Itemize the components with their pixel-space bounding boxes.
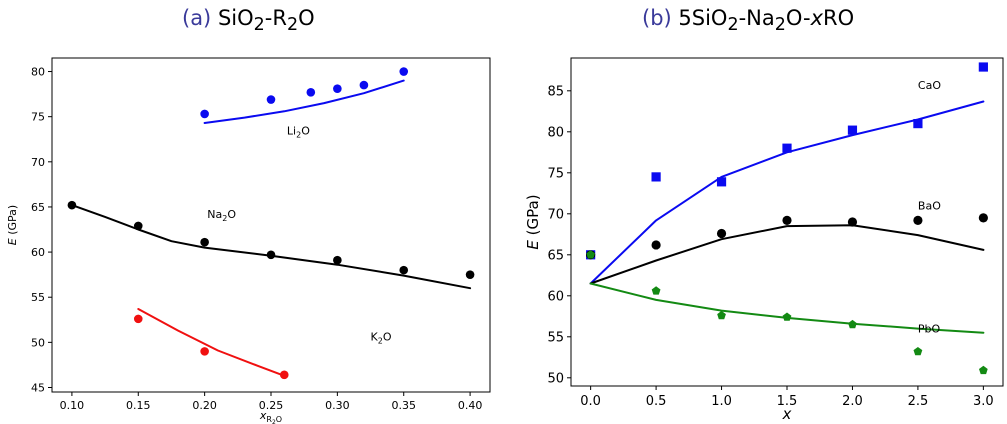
panel-b-xtick-label: 2.0 — [842, 394, 863, 409]
panel-a-ytick-label: 65 — [31, 201, 45, 214]
panel-b-ytick-label: 75 — [547, 166, 564, 181]
panel-a-k2o-label: K2O — [371, 331, 392, 346]
panel-b-pbo-point — [913, 347, 923, 356]
panel-b-ylabel: E (GPa) — [524, 194, 542, 249]
panel-a-k2o-point — [133, 314, 143, 324]
panel-a-axes-frame — [51, 57, 491, 393]
panel-a-na2o-point — [133, 221, 143, 231]
panel-a-ytick-label: 80 — [31, 66, 45, 79]
panel-a-k2o-point — [279, 370, 289, 380]
panel-b-bao-label: BaO — [918, 200, 941, 213]
panel-b-cao-fit-line — [589, 100, 985, 285]
panel-b-cao-label: CaO — [918, 79, 941, 92]
panel-b-title: (b) 5SiO2-Na2O-xRO — [642, 6, 854, 35]
panel-a-na2o-point — [200, 237, 209, 247]
panel-a-ytick-label: 70 — [31, 156, 45, 169]
panel-a-na2o-point — [399, 265, 409, 275]
panel-b-pbo-point — [782, 312, 792, 321]
panel-b-pbo-point — [717, 310, 726, 320]
panel-a-ytick-label: 55 — [31, 291, 45, 304]
panel-a-li2o-label: Li2O — [287, 125, 310, 140]
panel-b-ytick-label: 60 — [547, 289, 564, 304]
panel-a-li2o-point — [266, 95, 276, 104]
panel-b-cao-point — [782, 143, 792, 153]
panel-a-ytick-label: 45 — [31, 381, 45, 394]
panel-b-ytick-label: 55 — [547, 330, 564, 345]
panel-b-ytick-label: 65 — [547, 248, 564, 263]
panel-b-xtick-label: 0.0 — [580, 394, 601, 409]
panel-b-pbo-point — [848, 319, 857, 329]
panel-b-pbo-point — [651, 286, 661, 295]
panel-b-xlabel: x — [782, 405, 792, 423]
panel-b-bao-point — [651, 240, 661, 250]
panel-a-xlabel: xR2O — [259, 409, 282, 424]
panel-b-bao-point — [716, 228, 727, 239]
panel-a-xtick-label: 0.30 — [325, 399, 350, 412]
panel-a-ytick-label: 75 — [31, 111, 45, 124]
panel-b-cao-point — [651, 172, 661, 182]
panel-a-li2o-point — [359, 80, 369, 90]
panel-a-li2o-point — [306, 88, 316, 97]
panel-b-bao-fit-line — [589, 224, 985, 285]
panel-b-ytick-label: 70 — [547, 207, 564, 222]
panel-b-xtick-label: 0.5 — [646, 394, 667, 409]
panel-a-na2o-point — [67, 200, 77, 210]
panel-b-xtick-label: 1.0 — [711, 394, 732, 409]
panel-a-k2o-point — [200, 347, 209, 356]
panel-b-bao-point — [782, 215, 792, 225]
panel-a-formula: SiO2-R2O — [217, 6, 315, 36]
panel-b-tag: (b) — [642, 6, 672, 30]
panel-a-xtick-label: 0.15 — [126, 399, 151, 412]
panel-a-li2o-point — [333, 84, 342, 93]
panel-a-tag: (a) — [182, 6, 212, 30]
panel-b-pbo-point — [586, 250, 595, 259]
panel-b-ytick-label: 85 — [547, 84, 564, 99]
panel-a-title: (a) SiO2-R2O — [182, 6, 315, 35]
panel-b-xtick-label: 1.5 — [777, 394, 798, 409]
panel-a-xtick-label: 0.20 — [192, 399, 217, 412]
panel-a-na2o-point — [333, 255, 342, 265]
panel-a-k2o-fit-line — [137, 308, 286, 377]
panel-b-bao-point — [847, 217, 858, 227]
panel-b-cao-point — [913, 119, 923, 129]
panel-a-xtick-label: 0.35 — [391, 399, 416, 412]
panel-b-bao-point — [978, 213, 988, 223]
panel-b-cao-point — [716, 177, 727, 187]
panel-b-xtick-label: 3.0 — [973, 394, 994, 409]
panel-b-bao-point — [913, 215, 923, 225]
panel-b-ytick-label: 80 — [547, 125, 564, 140]
panel-a-na2o-label: Na2O — [207, 208, 236, 223]
panel-a-xtick-label: 0.25 — [259, 399, 284, 412]
panel-b-cao-point — [847, 125, 858, 135]
panel-b-xtick-label: 2.5 — [908, 394, 929, 409]
panel-a-li2o-point — [200, 109, 209, 119]
panel-b-ytick-label: 50 — [547, 371, 564, 386]
panel-b-formula: 5SiO2-Na2O-xRO — [678, 6, 855, 36]
panel-b-pbo-label: PbO — [918, 323, 941, 336]
panel-b-pbo-point — [979, 365, 988, 375]
panel-a-na2o-point — [465, 270, 475, 279]
panel-a-ylabel: E (GPa) — [6, 205, 19, 245]
panel-a-ytick-label: 50 — [31, 336, 45, 349]
panel-a-ytick-label: 60 — [31, 246, 45, 259]
panel-a-na2o-point — [266, 250, 276, 260]
panel-b-cao-point — [978, 62, 988, 72]
panel-a-na2o-fit-line — [70, 204, 472, 290]
panel-a-li2o-fit-line — [203, 79, 405, 124]
panel-a-xtick-label: 0.10 — [60, 399, 85, 412]
panel-a-li2o-point — [399, 67, 409, 76]
panel-a-xtick-label: 0.40 — [458, 399, 483, 412]
